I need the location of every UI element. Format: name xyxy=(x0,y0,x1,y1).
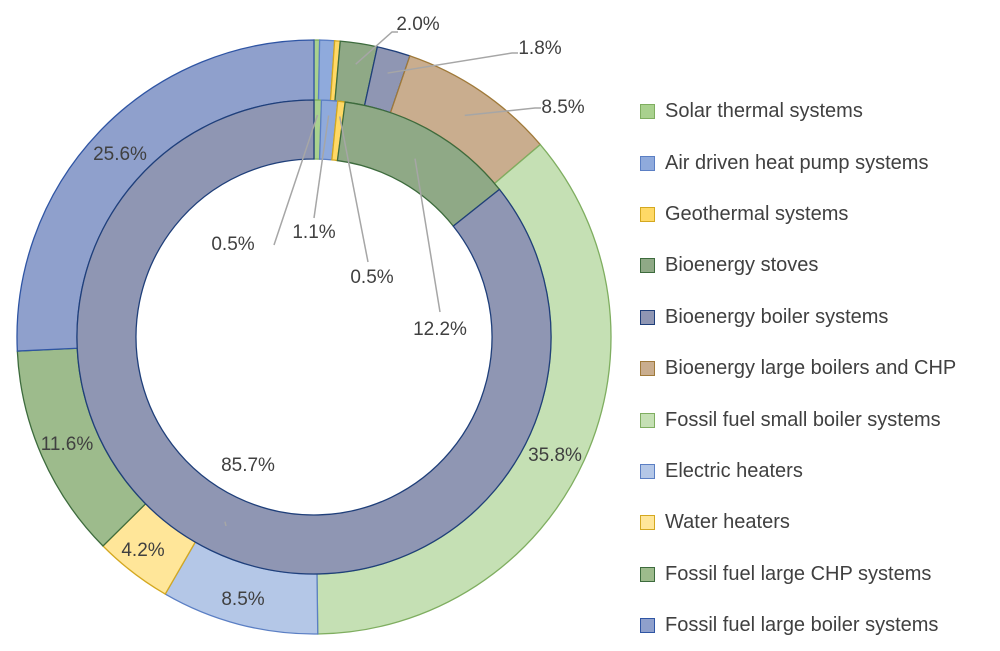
legend-swatch xyxy=(640,463,655,479)
data-labels: 2.0% 1.8% 8.5% 35.8% 8.5% 4.2% 11.6% 25.6% 0.5% 1… xyxy=(41,14,585,610)
leader-lines xyxy=(224,31,541,527)
legend-item-air-driven-heat-pump-systems: Air driven heat pump systems xyxy=(640,137,1000,188)
legend-label: Bioenergy stoves xyxy=(665,254,819,277)
legend-swatch xyxy=(640,618,655,634)
inner-data-label: 0.5% xyxy=(211,234,254,255)
legend-item-geothermal-systems: Geothermal systems xyxy=(640,189,1000,240)
legend-item-solar-thermal-systems: Solar thermal systems xyxy=(640,86,1000,137)
legend-item-bioenergy-stoves: Bioenergy stoves xyxy=(640,240,1000,291)
inner-leader-line xyxy=(339,116,369,263)
outer-data-label: 1.8% xyxy=(518,38,561,59)
legend-swatch xyxy=(640,206,655,222)
legend-label: Water heaters xyxy=(665,511,790,534)
legend-label: Fossil fuel small boiler systems xyxy=(665,408,941,431)
doughnut-chart: 2.0% 1.8% 8.5% 35.8% 8.5% 4.2% 11.6% 25.6% 0.5% 1… xyxy=(16,14,612,635)
legend-item-bioenergy-boiler-systems: Bioenergy boiler systems xyxy=(640,292,1000,343)
legend-item-bioenergy-large-boilers-and-chp: Bioenergy large boilers and CHP xyxy=(640,343,1000,394)
legend-item-fossil-fuel-large-boiler-systems: Fossil fuel large boiler systems xyxy=(640,600,1000,651)
inner-slice-5 xyxy=(76,99,552,575)
legend-label: Fossil fuel large CHP systems xyxy=(665,562,932,585)
legend-label: Geothermal systems xyxy=(665,202,849,225)
legend-label: Bioenergy large boilers and CHP xyxy=(665,357,957,380)
outer-data-label: 8.5% xyxy=(221,589,264,610)
outer-data-label: 2.0% xyxy=(396,14,439,35)
outer-data-label: 8.5% xyxy=(541,97,584,118)
legend-label: Solar thermal systems xyxy=(665,100,863,123)
legend-swatch xyxy=(640,361,655,377)
legend-label: Bioenergy boiler systems xyxy=(665,305,889,328)
inner-leader-line xyxy=(414,158,441,313)
outer-data-label: 11.6% xyxy=(41,434,94,455)
legend-item-water-heaters: Water heaters xyxy=(640,497,1000,548)
inner-leader-line xyxy=(313,115,330,219)
inner-leader-line xyxy=(273,114,319,246)
outer-data-label: 25.6% xyxy=(93,144,147,165)
legend-item-electric-heaters: Electric heaters xyxy=(640,446,1000,497)
legend-swatch xyxy=(640,104,655,120)
outer-data-label: 4.2% xyxy=(121,540,164,561)
legend-item-fossil-fuel-large-chp-systems: Fossil fuel large CHP systems xyxy=(640,549,1000,600)
legend-swatch xyxy=(640,258,655,274)
legend-swatch xyxy=(640,515,655,531)
outer-leader-line xyxy=(387,52,518,74)
legend: Solar thermal systems Air driven heat pum… xyxy=(640,86,1000,651)
inner-data-label: 1.1% xyxy=(292,222,335,243)
inner-data-label: 12.2% xyxy=(413,319,467,340)
legend-item-fossil-fuel-small-boiler-systems: Fossil fuel small boiler systems xyxy=(640,394,1000,445)
legend-swatch xyxy=(640,155,655,171)
inner-leader-line xyxy=(224,521,227,527)
outer-data-label: 35.8% xyxy=(528,445,582,466)
legend-swatch xyxy=(640,412,655,428)
legend-swatch xyxy=(640,309,655,325)
legend-label: Air driven heat pump systems xyxy=(665,151,929,174)
inner-data-label: 85.7% xyxy=(221,455,275,476)
legend-label: Electric heaters xyxy=(665,459,803,482)
inner-data-label: 0.5% xyxy=(350,267,393,288)
inner-ring xyxy=(76,99,552,575)
outer-leader-line xyxy=(464,107,541,117)
legend-label: Fossil fuel large boiler systems xyxy=(665,614,939,637)
outer-leader-line xyxy=(355,31,398,65)
legend-swatch xyxy=(640,566,655,582)
outer-ring xyxy=(16,39,612,635)
